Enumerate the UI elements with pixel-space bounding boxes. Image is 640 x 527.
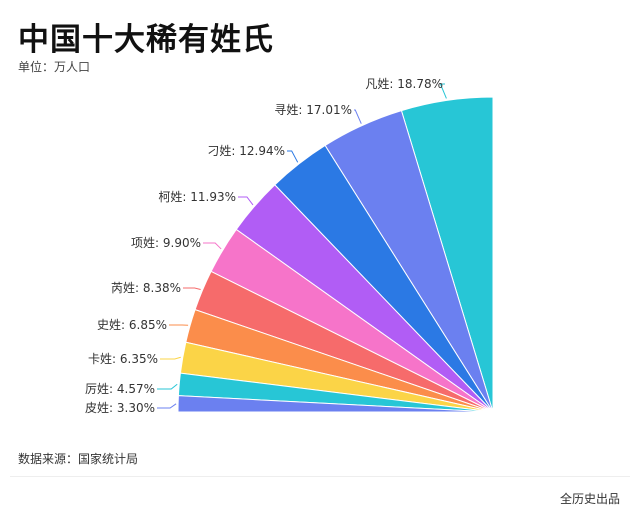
slice-label-7: 卡姓: 6.35% [88,352,158,366]
slice-label-8: 厉姓: 4.57% [85,382,155,396]
slice-label-1: 寻姓: 17.01% [274,103,352,117]
credit: 全历史出品 [559,492,620,506]
chart-subtitle: 单位：万人口 [18,60,91,74]
leader-line-2 [287,150,299,163]
slice-label-3: 柯姓: 11.93% [158,190,236,204]
leader-line-1 [354,109,362,124]
divider [10,476,630,477]
leader-line-0 [439,83,447,99]
leader-line-9 [157,403,177,409]
slice-label-6: 史姓: 6.85% [97,318,167,332]
chart-title: 中国十大稀有姓氏 [18,22,274,58]
leader-line-5 [183,287,201,290]
slice-9 [177,395,494,413]
slice-label-4: 项姓: 9.90% [131,236,201,250]
slice-label-5: 芮姓: 8.38% [111,281,181,295]
leader-line-4 [203,242,222,250]
leader-line-3 [238,196,254,206]
slice-label-2: 刁姓: 12.94% [207,144,285,158]
slice-label-9: 皮姓: 3.30% [85,401,155,415]
leader-line-8 [157,383,178,390]
data-source: 数据来源：国家统计局 [18,452,139,466]
leader-line-7 [160,356,181,360]
slice-label-0: 凡姓: 18.78% [365,77,443,91]
